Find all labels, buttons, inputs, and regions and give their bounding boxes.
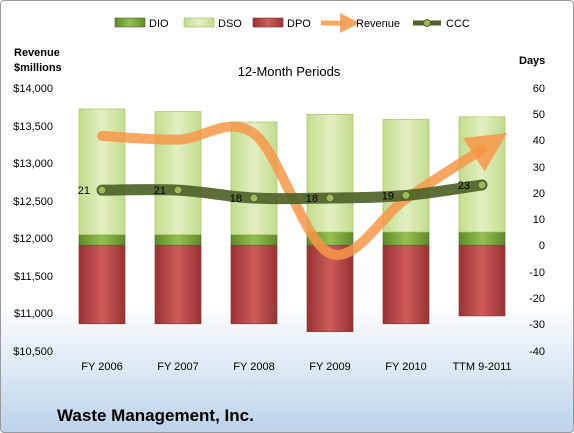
left-axis-title-line1: Revenue bbox=[14, 47, 60, 59]
left-tick-label: $11,500 bbox=[14, 271, 53, 283]
ccc-data-label: 18 bbox=[230, 193, 242, 205]
x-tick-label: FY 2008 bbox=[233, 361, 274, 373]
legend-label-ccc: CCC bbox=[446, 18, 470, 30]
ccc-point bbox=[325, 193, 335, 203]
chart-title: 12-Month Periods bbox=[238, 64, 341, 79]
left-tick-label: $11,000 bbox=[14, 308, 53, 320]
dso-bar bbox=[230, 121, 278, 236]
dio-bar bbox=[78, 234, 126, 246]
dso-bar bbox=[458, 116, 506, 233]
dpo-bar bbox=[458, 244, 506, 317]
legend-label-dio: DIO bbox=[149, 18, 169, 30]
right-tick-label: 10 bbox=[533, 214, 545, 226]
plot-area: 21 21 18 18 19 23 bbox=[78, 108, 508, 332]
legend-swatch-dpo bbox=[252, 17, 284, 28]
dpo-bar bbox=[78, 244, 126, 325]
right-tick-label: 50 bbox=[533, 109, 545, 121]
ccc-point bbox=[477, 180, 487, 190]
ccc-data-label: 21 bbox=[78, 185, 90, 197]
dso-bar bbox=[306, 113, 354, 233]
right-tick-label: -40 bbox=[529, 346, 545, 358]
right-tick-label: 40 bbox=[533, 135, 545, 147]
x-tick-label: FY 2006 bbox=[81, 361, 122, 373]
x-tick-label: TTM 9-2011 bbox=[452, 361, 511, 373]
x-tick-label: FY 2007 bbox=[157, 361, 198, 373]
ccc-point bbox=[173, 185, 183, 195]
right-tick-label: 20 bbox=[533, 188, 545, 200]
ccc-data-label: 18 bbox=[306, 193, 318, 205]
right-tick-label: -20 bbox=[529, 293, 545, 305]
left-tick-label: $10,500 bbox=[13, 346, 53, 358]
x-axis: FY 2006 FY 2007 FY 2008 FY 2009 FY 2010 … bbox=[81, 361, 511, 373]
right-tick-label: -10 bbox=[529, 267, 545, 279]
legend-swatch-dio bbox=[114, 17, 146, 28]
left-tick-label: $13,000 bbox=[13, 158, 53, 170]
ccc-data-label: 19 bbox=[382, 190, 394, 202]
dio-bar bbox=[154, 234, 202, 246]
legend-label-dpo: DPO bbox=[287, 18, 311, 30]
ccc-point bbox=[249, 193, 259, 203]
left-tick-label: $13,500 bbox=[13, 121, 53, 133]
right-tick-label: -30 bbox=[529, 319, 545, 331]
dpo-bar bbox=[230, 244, 278, 325]
left-tick-label: $12,000 bbox=[13, 233, 53, 245]
right-axis-title: Days bbox=[519, 55, 545, 67]
dpo-bar bbox=[154, 244, 202, 325]
company-name: Waste Management, Inc. bbox=[57, 406, 254, 425]
left-axis-title-line2: $millions bbox=[14, 62, 62, 74]
dpo-bar bbox=[382, 244, 430, 325]
x-tick-label: FY 2009 bbox=[309, 361, 350, 373]
legend: DIO DSO DPO Revenue CCC bbox=[114, 13, 470, 33]
legend-label-dso: DSO bbox=[218, 18, 242, 30]
right-axis: 60 50 40 30 20 10 0 -10 -20 -30 -40 bbox=[529, 83, 545, 358]
right-tick-label: 0 bbox=[539, 240, 545, 252]
left-axis: $14,000 $13,500 $13,000 $12,500 $12,000 … bbox=[13, 83, 53, 358]
legend-marker-ccc bbox=[423, 19, 431, 27]
ccc-point bbox=[401, 190, 411, 200]
dio-bar bbox=[382, 231, 430, 246]
legend-swatch-dso bbox=[183, 17, 215, 28]
right-tick-label: 60 bbox=[533, 83, 545, 95]
ccc-line bbox=[96, 179, 488, 205]
legend-label-revenue: Revenue bbox=[356, 18, 400, 30]
left-tick-label: $14,000 bbox=[13, 83, 53, 95]
right-tick-label: 30 bbox=[533, 162, 545, 174]
x-tick-label: FY 2010 bbox=[385, 361, 426, 373]
left-tick-label: $12,500 bbox=[13, 196, 53, 208]
ccc-point bbox=[97, 185, 107, 195]
dso-bar bbox=[78, 108, 126, 236]
dio-bar bbox=[230, 234, 278, 246]
dso-bar bbox=[154, 111, 202, 236]
ccc-data-label: 23 bbox=[458, 180, 470, 192]
ccc-data-label: 21 bbox=[154, 185, 166, 197]
dio-bar bbox=[458, 231, 506, 246]
